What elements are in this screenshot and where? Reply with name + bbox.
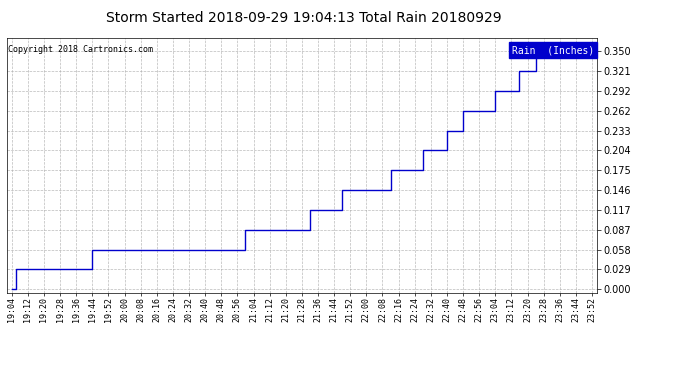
Text: Copyright 2018 Cartronics.com: Copyright 2018 Cartronics.com [8,45,153,54]
Text: Storm Started 2018-09-29 19:04:13 Total Rain 20180929: Storm Started 2018-09-29 19:04:13 Total … [106,11,502,25]
Text: Rain  (Inches): Rain (Inches) [512,45,594,55]
